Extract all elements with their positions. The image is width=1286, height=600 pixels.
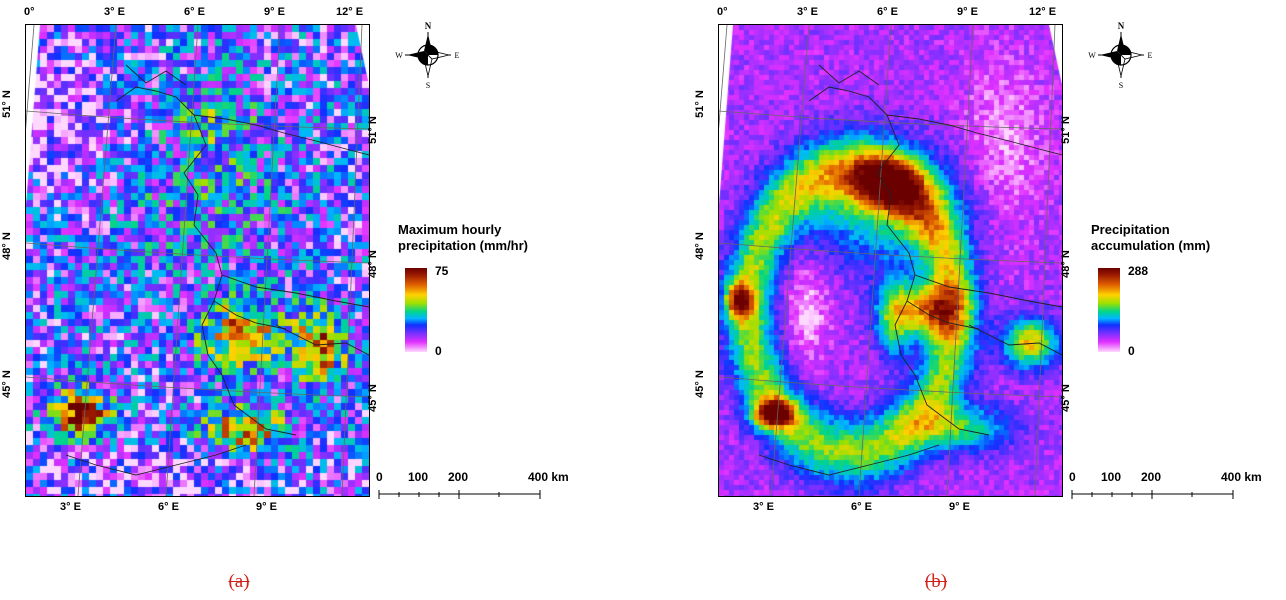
legend-colorbar bbox=[1098, 268, 1120, 352]
tick-left-45n: 45° N bbox=[0, 370, 13, 398]
north-arrow-icon: N S E W bbox=[395, 21, 460, 90]
legend-title: Precipitation accumulation (mm) bbox=[1091, 222, 1210, 254]
scale-bar: 0 100 200 400 km bbox=[376, 470, 569, 510]
tick-right-51n: 51° N bbox=[1059, 116, 1072, 144]
tick-right-45n: 45° N bbox=[1059, 384, 1072, 412]
scale-line bbox=[378, 490, 541, 499]
compass-w: W bbox=[395, 51, 403, 60]
tick-left-48n: 48° N bbox=[693, 232, 706, 260]
scale-label-0: 0 bbox=[376, 470, 383, 484]
tick-left-51n: 51° N bbox=[0, 90, 13, 118]
tick-top-12e: 12° E bbox=[1029, 6, 1057, 18]
scale-label-0: 0 bbox=[1069, 470, 1076, 484]
tick-top-9e: 9° E bbox=[957, 6, 978, 18]
tick-left-48n: 48° N bbox=[0, 232, 13, 260]
compass-n: N bbox=[425, 21, 432, 31]
tick-top-3e: 3° E bbox=[797, 6, 818, 18]
graticule bbox=[719, 25, 1062, 496]
tick-left-45n: 45° N bbox=[693, 370, 706, 398]
tick-bottom-3e: 3° E bbox=[60, 501, 81, 513]
scale-label-100: 100 bbox=[408, 470, 429, 484]
tick-right-48n: 48° N bbox=[1059, 250, 1072, 278]
map-overlay bbox=[26, 25, 369, 496]
scale-bar: 0 100 200 400 km bbox=[1069, 470, 1262, 510]
tick-top-0: 0° bbox=[24, 6, 35, 18]
legend-max: 288 bbox=[1128, 264, 1149, 278]
tick-left-51n: 51° N bbox=[693, 90, 706, 118]
map-panel-a: 0° 3° E 6° E 9° E 12° E 3° E 6° E 9° E 5… bbox=[0, 0, 600, 600]
compass-n: N bbox=[1118, 21, 1125, 31]
legend-colorbar bbox=[405, 268, 427, 352]
compass-e: E bbox=[1148, 51, 1153, 60]
tick-bottom-3e: 3° E bbox=[753, 501, 774, 513]
scale-label-200: 200 bbox=[1141, 470, 1162, 484]
scale-label-400: 400 km bbox=[1221, 470, 1262, 484]
compass-s: S bbox=[426, 81, 430, 90]
tick-right-51n: 51° N bbox=[366, 116, 379, 144]
legend-title-line2: accumulation (mm) bbox=[1091, 238, 1211, 253]
precip-raster-map bbox=[25, 24, 370, 497]
country-borders bbox=[758, 64, 1062, 476]
legend-title: Maximum hourly precipitation (mm/hr) bbox=[398, 222, 528, 254]
scale-label-400: 400 km bbox=[528, 470, 569, 484]
tick-top-12e: 12° E bbox=[336, 6, 364, 18]
legend-title-line2: precipitation (mm/hr) bbox=[398, 238, 529, 253]
tick-bottom-9e: 9° E bbox=[949, 501, 970, 513]
tick-bottom-6e: 6° E bbox=[158, 501, 179, 513]
tick-top-0: 0° bbox=[717, 6, 728, 18]
map-overlay bbox=[719, 25, 1062, 496]
legend-title-line1: Precipitation bbox=[1091, 222, 1170, 237]
legend-max: 75 bbox=[435, 264, 449, 278]
legend-min: 0 bbox=[1128, 344, 1135, 358]
country-borders bbox=[65, 64, 369, 476]
tick-right-48n: 48° N bbox=[366, 250, 379, 278]
tick-top-6e: 6° E bbox=[184, 6, 205, 18]
tick-top-6e: 6° E bbox=[877, 6, 898, 18]
figure-caption-b: (b) bbox=[924, 571, 948, 592]
graticule bbox=[26, 25, 369, 496]
scale-label-200: 200 bbox=[448, 470, 469, 484]
tick-top-3e: 3° E bbox=[104, 6, 125, 18]
scale-label-100: 100 bbox=[1101, 470, 1122, 484]
compass-s: S bbox=[1119, 81, 1123, 90]
precip-raster-map bbox=[718, 24, 1063, 497]
legend-title-line1: Maximum hourly bbox=[398, 222, 502, 237]
scale-line bbox=[1071, 490, 1234, 499]
compass-w: W bbox=[1088, 51, 1096, 60]
figure-caption-a: (a) bbox=[228, 571, 250, 592]
tick-bottom-9e: 9° E bbox=[256, 501, 277, 513]
tick-right-45n: 45° N bbox=[366, 384, 379, 412]
map-panel-b: 0° 3° E 6° E 9° E 12° E 3° E 6° E 9° E 5… bbox=[693, 0, 1286, 600]
tick-top-9e: 9° E bbox=[264, 6, 285, 18]
legend-min: 0 bbox=[435, 344, 442, 358]
north-arrow-icon: N S E W bbox=[1088, 21, 1153, 90]
compass-e: E bbox=[455, 51, 460, 60]
tick-bottom-6e: 6° E bbox=[851, 501, 872, 513]
